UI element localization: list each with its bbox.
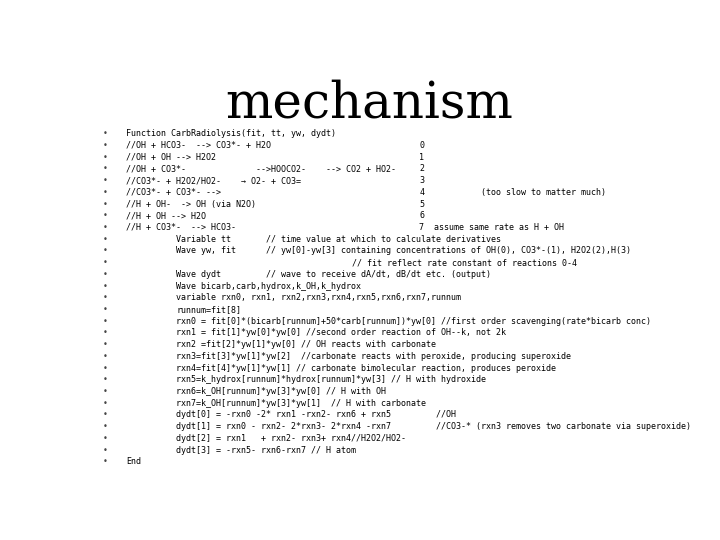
Text: 5: 5 (419, 200, 424, 208)
Text: rxn6=k_OH[runnum]*yw[3]*yw[0] // H with OH: rxn6=k_OH[runnum]*yw[3]*yw[0] // H with … (176, 387, 387, 396)
Text: •: • (102, 410, 107, 420)
Text: •: • (102, 293, 107, 302)
Text: rxn0 = fit[0]*(bicarb[runnum]+50*carb[runnum])*yw[0] //first order scavenging(ra: rxn0 = fit[0]*(bicarb[runnum]+50*carb[ru… (176, 316, 652, 326)
Text: //H + CO3*-  --> HCO3-: //H + CO3*- --> HCO3- (126, 223, 236, 232)
Text: 6: 6 (419, 211, 424, 220)
Text: Wave yw, fit      // yw[0]-yw[3] containing concentrations of OH(0), CO3*-(1), H: Wave yw, fit // yw[0]-yw[3] containing c… (176, 246, 631, 255)
Text: dydt[0] = -rxn0 -2* rxn1 -rxn2- rxn6 + rxn5         //OH: dydt[0] = -rxn0 -2* rxn1 -rxn2- rxn6 + r… (176, 410, 456, 420)
Text: Wave dydt         // wave to receive dA/dt, dB/dt etc. (output): Wave dydt // wave to receive dA/dt, dB/d… (176, 270, 492, 279)
Text: dydt[3] = -rxn5- rxn6-rxn7 // H atom: dydt[3] = -rxn5- rxn6-rxn7 // H atom (176, 446, 356, 455)
Text: •: • (102, 129, 107, 138)
Text: rxn5=k_hydrox[runnum]*hydrox[runnum]*yw[3] // H with hydroxide: rxn5=k_hydrox[runnum]*hydrox[runnum]*yw[… (176, 375, 487, 384)
Text: rxn4=fit[4]*yw[1]*yw[1] // carbonate bimolecular reaction, produces peroxide: rxn4=fit[4]*yw[1]*yw[1] // carbonate bim… (176, 363, 557, 373)
Text: •: • (102, 434, 107, 443)
Text: variable rxn0, rxn1, rxn2,rxn3,rxn4,rxn5,rxn6,rxn7,runnum: variable rxn0, rxn1, rxn2,rxn3,rxn4,rxn5… (176, 293, 462, 302)
Text: End: End (126, 457, 141, 466)
Text: •: • (102, 375, 107, 384)
Text: //CO3*- + CO3*- -->: //CO3*- + CO3*- --> (126, 188, 221, 197)
Text: rxn3=fit[3]*yw[1]*yw[2]  //carbonate reacts with peroxide, producing superoxide: rxn3=fit[3]*yw[1]*yw[2] //carbonate reac… (176, 352, 572, 361)
Text: 3: 3 (419, 176, 424, 185)
Text: runnum=fit[8]: runnum=fit[8] (176, 305, 241, 314)
Text: •: • (102, 235, 107, 244)
Text: •: • (102, 153, 107, 161)
Text: //OH + HCO3-  --> CO3*- + H2O: //OH + HCO3- --> CO3*- + H2O (126, 141, 271, 150)
Text: •: • (102, 141, 107, 150)
Text: Wave bicarb,carb,hydrox,k_OH,k_hydrox: Wave bicarb,carb,hydrox,k_OH,k_hydrox (176, 281, 361, 291)
Text: •: • (102, 446, 107, 455)
Text: 0: 0 (419, 141, 424, 150)
Text: rxn7=k_OH[runnum]*yw[3]*yw[1]  // H with carbonate: rxn7=k_OH[runnum]*yw[3]*yw[1] // H with … (176, 399, 426, 408)
Text: •: • (102, 340, 107, 349)
Text: rxn1 = fit[1]*yw[0]*yw[0] //second order reaction of OH--k, not 2k: rxn1 = fit[1]*yw[0]*yw[0] //second order… (176, 328, 506, 338)
Text: dydt[1] = rxn0 - rxn2- 2*rxn3- 2*rxn4 -rxn7         //CO3-* (rxn3 removes two ca: dydt[1] = rxn0 - rxn2- 2*rxn3- 2*rxn4 -r… (176, 422, 691, 431)
Text: •: • (102, 176, 107, 185)
Text: •: • (102, 188, 107, 197)
Text: //OH + OH --> H2O2: //OH + OH --> H2O2 (126, 153, 216, 161)
Text: //CO3*- + H2O2/HO2-    → O2- + CO3=: //CO3*- + H2O2/HO2- → O2- + CO3= (126, 176, 301, 185)
Text: •: • (102, 200, 107, 208)
Text: (too slow to matter much): (too slow to matter much) (481, 188, 606, 197)
Text: •: • (102, 164, 107, 173)
Text: Function CarbRadiolysis(fit, tt, yw, dydt): Function CarbRadiolysis(fit, tt, yw, dyd… (126, 129, 336, 138)
Text: •: • (102, 457, 107, 466)
Text: •: • (102, 258, 107, 267)
Text: rxn2 =fit[2]*yw[1]*yw[0] // OH reacts with carbonate: rxn2 =fit[2]*yw[1]*yw[0] // OH reacts wi… (176, 340, 436, 349)
Text: •: • (102, 316, 107, 326)
Text: •: • (102, 399, 107, 408)
Text: •: • (102, 270, 107, 279)
Text: dydt[2] = rxn1   + rxn2- rxn3+ rxn4//H2O2/HO2-: dydt[2] = rxn1 + rxn2- rxn3+ rxn4//H2O2/… (176, 434, 407, 443)
Text: Variable tt       // time value at which to calculate derivatives: Variable tt // time value at which to ca… (176, 235, 502, 244)
Text: •: • (102, 422, 107, 431)
Text: 7  assume same rate as H + OH: 7 assume same rate as H + OH (419, 223, 564, 232)
Text: 4: 4 (419, 188, 424, 197)
Text: 2: 2 (419, 164, 424, 173)
Text: •: • (102, 246, 107, 255)
Text: •: • (102, 211, 107, 220)
Text: // fit reflect rate constant of reactions 0-4: // fit reflect rate constant of reaction… (352, 258, 577, 267)
Text: //H + OH-  -> OH (via N2O): //H + OH- -> OH (via N2O) (126, 200, 256, 208)
Text: •: • (102, 387, 107, 396)
Text: •: • (102, 328, 107, 338)
Text: •: • (102, 305, 107, 314)
Text: 1: 1 (419, 153, 424, 161)
Text: •: • (102, 281, 107, 291)
Text: //H + OH --> H2O: //H + OH --> H2O (126, 211, 206, 220)
Text: •: • (102, 223, 107, 232)
Text: mechanism: mechanism (225, 79, 513, 129)
Text: •: • (102, 363, 107, 373)
Text: •: • (102, 352, 107, 361)
Text: //OH + CO3*-              -->HOOCO2-    --> CO2 + HO2-: //OH + CO3*- -->HOOCO2- --> CO2 + HO2- (126, 164, 396, 173)
